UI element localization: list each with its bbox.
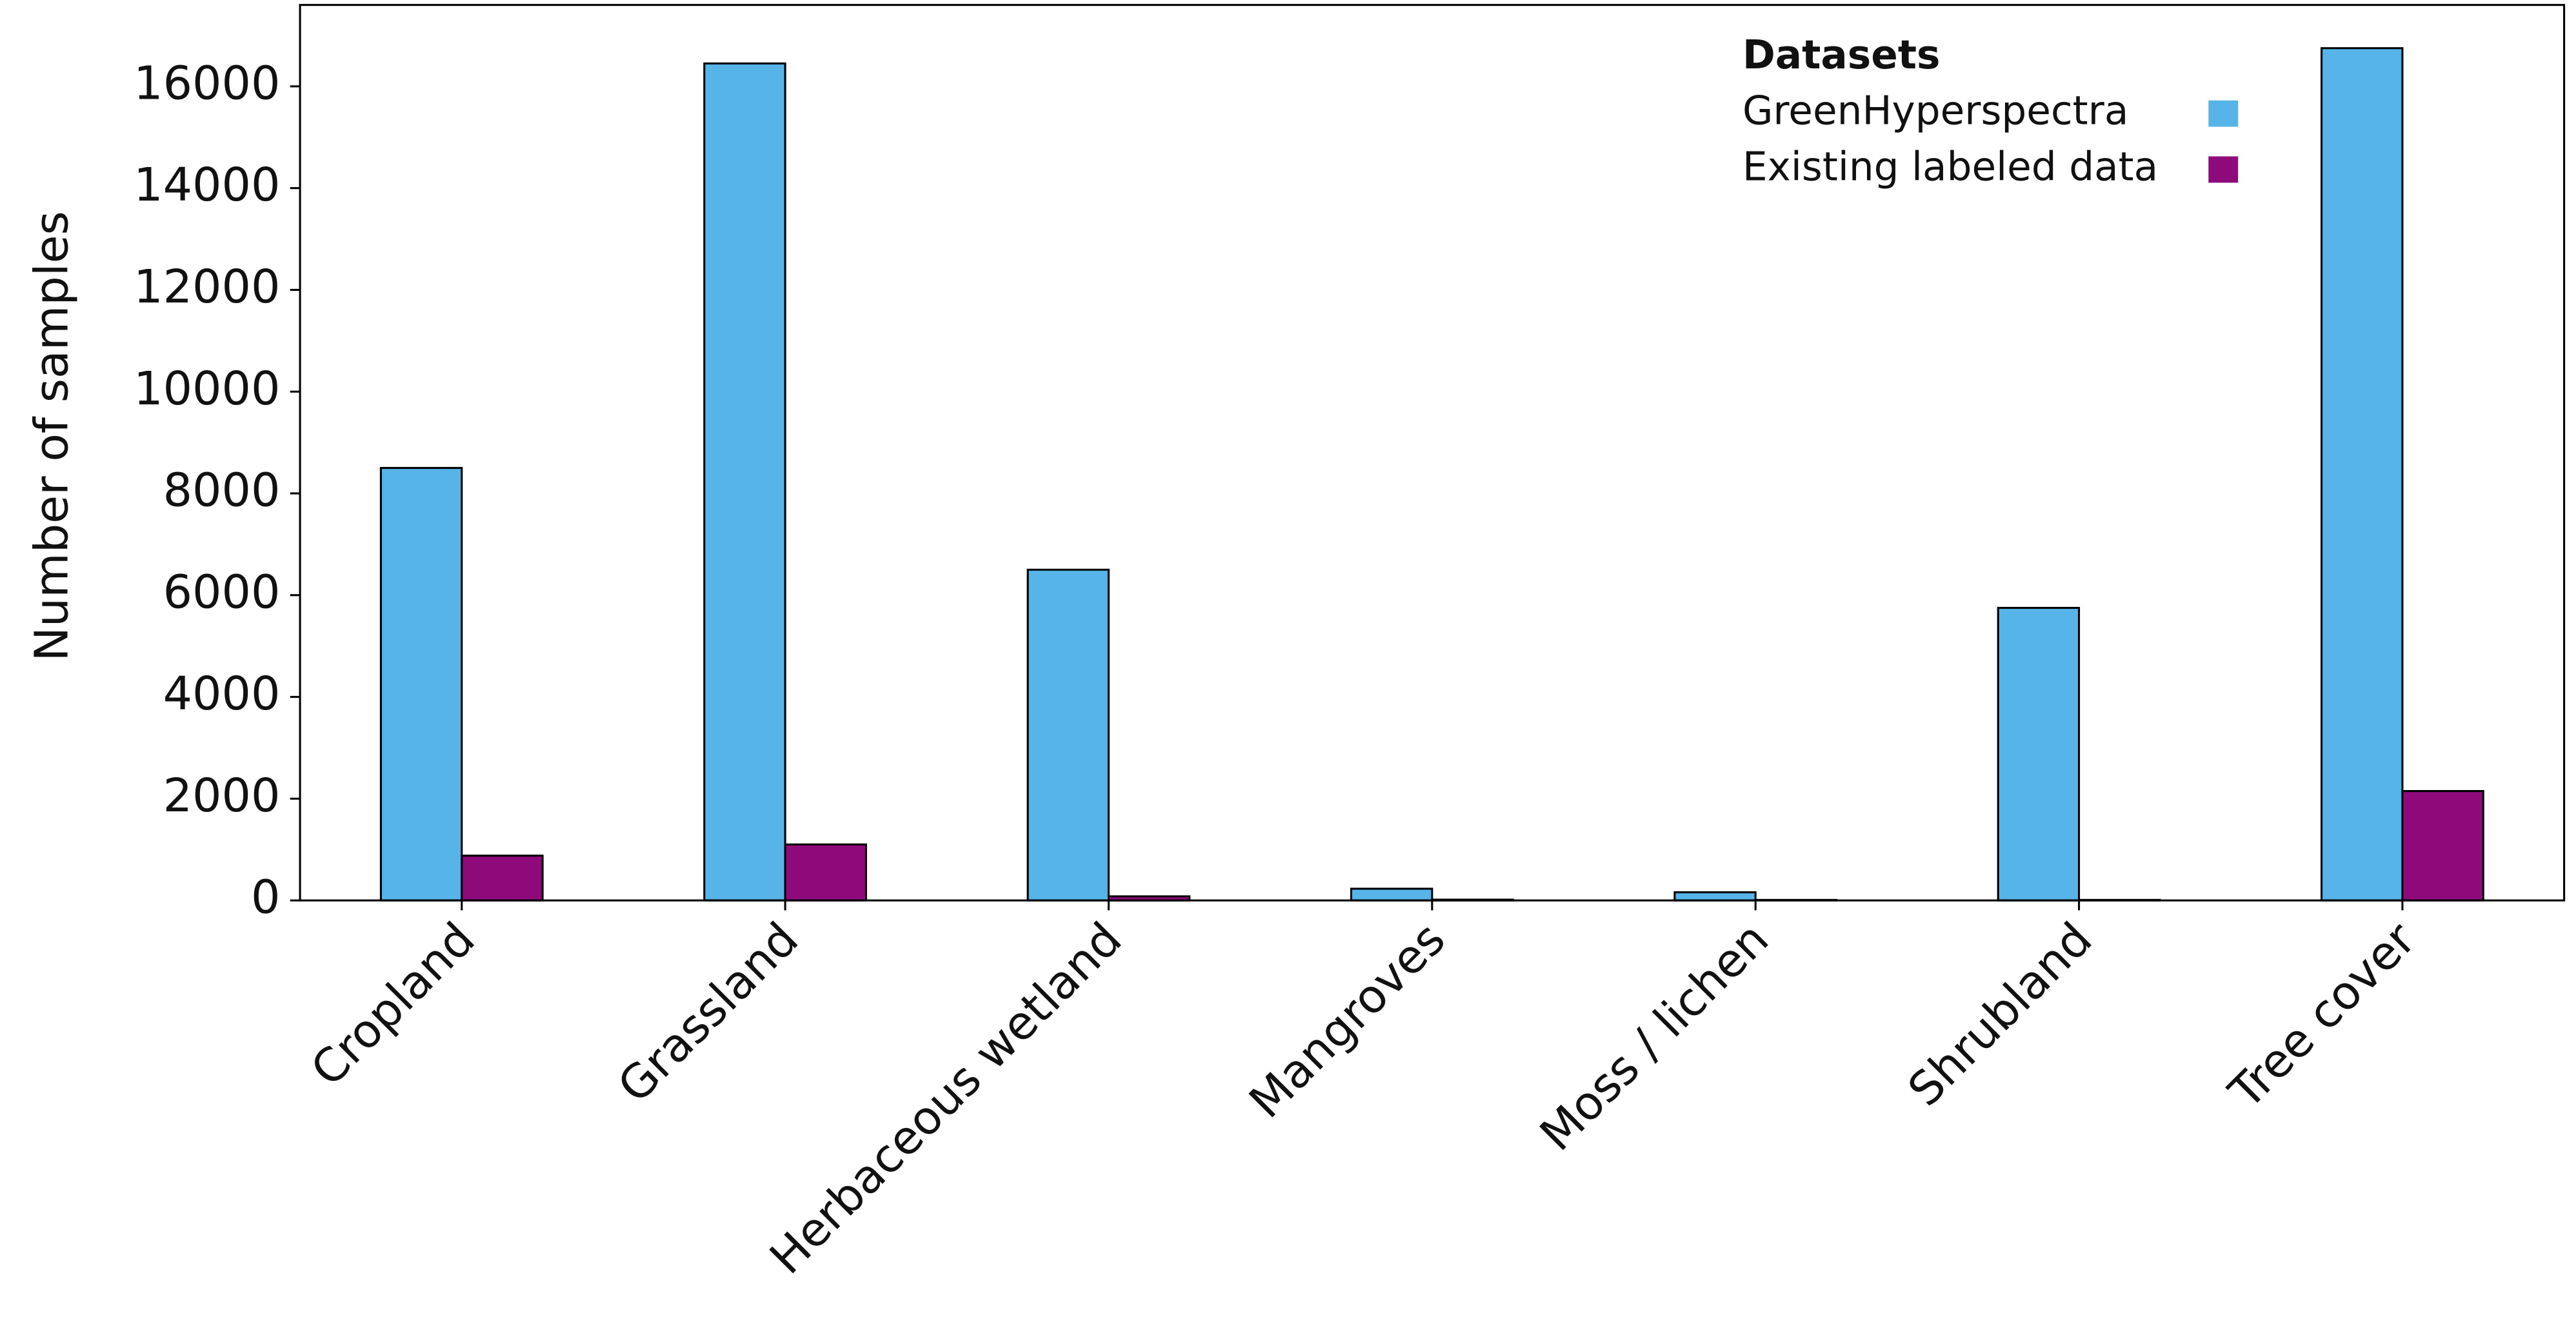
y-axis-label: Number of samples: [25, 211, 78, 661]
bar: [2321, 47, 2404, 902]
bar: [703, 62, 786, 902]
y-tick-label: 8000: [163, 464, 281, 517]
y-tick-label: 12000: [134, 260, 280, 313]
plot-frame: [299, 4, 2566, 902]
legend-swatch: [2208, 100, 2239, 127]
bar: [784, 843, 867, 902]
legend-label: GreenHyperspectra: [1742, 88, 2128, 134]
y-tick-label: 0: [251, 871, 280, 924]
legend-label: Existing labeled data: [1742, 144, 2158, 190]
bar: [1026, 568, 1110, 902]
bar: [2401, 790, 2484, 902]
bar: [1673, 891, 1757, 902]
y-tick-label: 14000: [134, 158, 280, 212]
y-tick-label: 4000: [163, 667, 281, 720]
y-tick-label: 6000: [163, 565, 281, 618]
y-tick-label: 16000: [134, 56, 280, 110]
y-tick-label: 10000: [134, 362, 280, 415]
bar: [379, 467, 463, 902]
bar: [1997, 607, 2081, 902]
legend-title: Datasets: [1742, 32, 1941, 78]
y-tick-label: 2000: [163, 769, 281, 822]
bar: [461, 855, 544, 902]
legend-swatch: [2208, 156, 2239, 183]
bar: [1350, 887, 1433, 902]
